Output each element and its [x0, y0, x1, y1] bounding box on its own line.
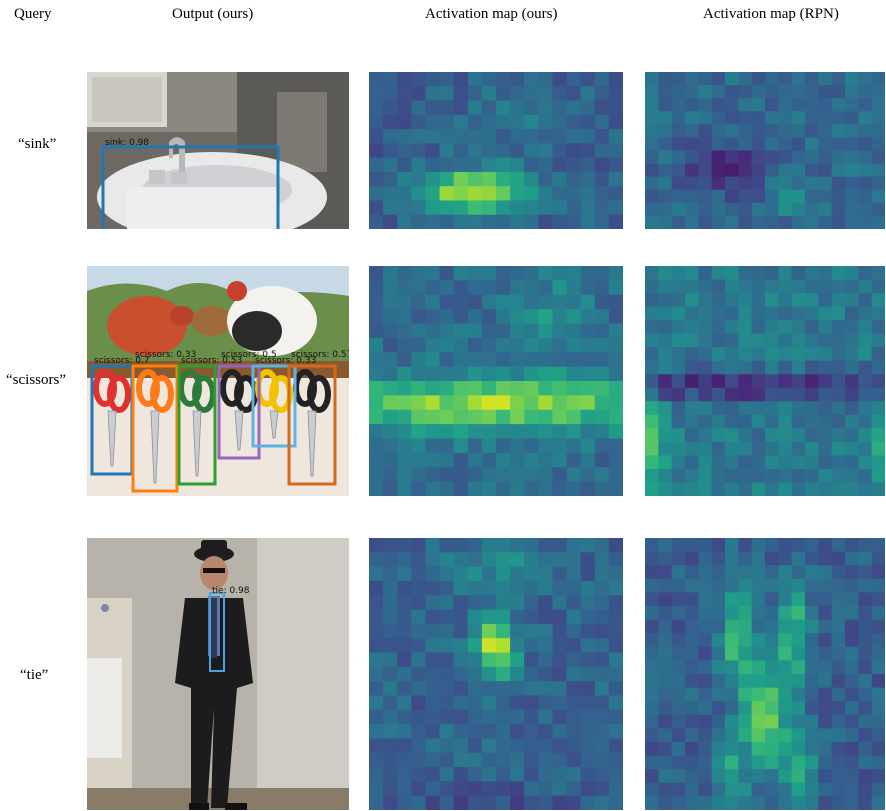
- detection-box: [287, 364, 337, 486]
- activation-map-rpn-tie: [645, 538, 885, 810]
- detection-label: scissors: 0.33: [135, 350, 196, 360]
- header-activation-rpn: Activation map (RPN): [703, 6, 839, 22]
- detection-label: scissors: 0.53: [181, 356, 242, 366]
- activation-map-ours-scissors: [369, 266, 623, 496]
- header-output: Output (ours): [172, 6, 254, 22]
- detection-box: [131, 364, 179, 493]
- header-query: Query: [14, 6, 52, 22]
- detection-label: tie: 0.98: [212, 586, 250, 596]
- activation-map-rpn-scissors: [645, 266, 885, 496]
- activation-map-rpn-sink: [645, 72, 885, 229]
- detection-box: [217, 364, 261, 460]
- query-label-scissors: “scissors”: [6, 372, 66, 388]
- detection-label: scissors: 0.5: [221, 350, 277, 360]
- output-image-scissors: scissors: 0.7 scissors: 0.33 scissors: 0.5…: [87, 266, 349, 496]
- output-image-tie: tie: 0.98: [87, 538, 349, 810]
- activation-map-ours-sink: [369, 72, 623, 229]
- header-activation-ours: Activation map (ours): [425, 6, 558, 22]
- query-label-tie: “tie”: [20, 667, 49, 683]
- output-image-sink: sink: 0.98: [87, 72, 349, 229]
- detection-box: [251, 364, 297, 448]
- query-label-sink: “sink”: [18, 136, 57, 152]
- detection-label: scissors: 0.7: [94, 356, 150, 366]
- detection-label: scissors: 0.57: [291, 350, 349, 360]
- detection-label: scissors: 0.33: [255, 356, 316, 366]
- detection-box: [177, 364, 217, 486]
- activation-map-ours-tie: [369, 538, 623, 810]
- detection-label: sink: 0.98: [105, 138, 149, 148]
